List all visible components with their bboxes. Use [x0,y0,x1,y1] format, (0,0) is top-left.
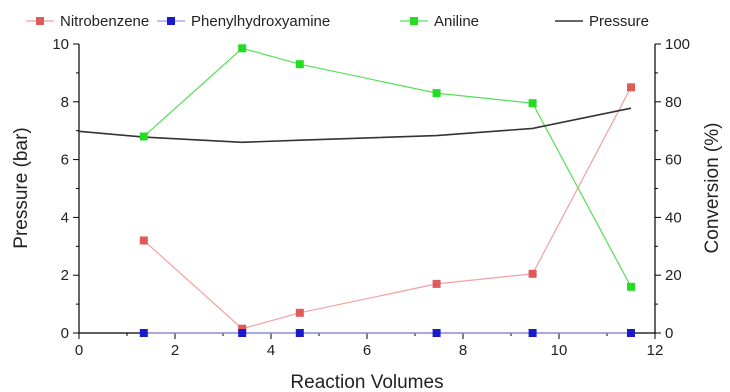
aniline-legend-marker [410,17,418,25]
legend: Nitrobenzene Phenylhydroxyamine Aniline Pre… [26,13,649,30]
aniline-point [627,282,635,291]
phenylhydroxyamine-point [528,329,537,337]
aniline-point [528,99,537,108]
x-tick-label: 6 [363,342,371,359]
x-tick-label: 4 [267,342,275,359]
nitrobenzene-line [143,87,632,330]
y-right-tick-label: 40 [665,209,682,226]
phenylhydroxyamine-point [139,329,148,337]
phenylhydroxyamine-legend-marker [167,17,175,25]
aniline-legend-label: Aniline [434,13,479,30]
phenylhydroxyamine-point [295,329,304,337]
x-tick-label: 12 [647,342,664,359]
y-axis-left-title: Pressure (bar) [11,127,32,248]
pressure-legend-label: Pressure [589,13,649,30]
aniline-point [139,132,148,141]
y-left-tick-label: 10 [52,36,69,53]
y-left-tick-label: 6 [61,152,69,169]
aniline-point [432,89,441,98]
aniline-point [295,60,304,69]
y-right-tick-label: 0 [665,325,673,342]
nitrobenzene-point [295,308,304,317]
nitrobenzene-point [627,83,635,92]
x-axis-title: Reaction Volumes [290,372,443,392]
nitrobenzene-legend-label: Nitrobenzene [60,13,149,30]
y-left-tick-label: 2 [61,267,69,284]
y-right-tick-label: 60 [665,152,682,169]
y-left-tick-label: 4 [61,209,69,226]
y-left-tick-label: 8 [61,94,69,111]
y-right-tick-label: 80 [665,94,682,111]
aniline-line [143,47,632,288]
y-left-tick-label: 0 [61,325,69,342]
nitrobenzene-point [528,269,537,278]
series-lines [78,47,632,334]
y-right-tick-label: 20 [665,267,682,284]
x-tick-label: 8 [459,342,467,359]
nitrobenzene-point [238,324,247,333]
pressure-line [78,107,632,144]
series-markers [139,44,635,337]
x-tick-label: 2 [171,342,179,359]
nitrobenzene-point [139,236,148,245]
phenylhydroxyamine-point [238,329,247,337]
phenylhydroxyamine-point [627,329,635,337]
y-axis-right-title: Conversion (%) [702,123,723,254]
nitrobenzene-point [432,279,441,288]
axes [78,44,656,334]
x-tick-label: 0 [75,342,83,359]
y-right-tick-label: 100 [665,36,690,53]
phenylhydroxyamine-legend-label: Phenylhydroxyamine [191,13,330,30]
nitrobenzene-legend-marker [36,17,44,25]
aniline-point [238,44,247,53]
phenylhydroxyamine-point [432,329,441,337]
x-tick-label: 10 [551,342,568,359]
